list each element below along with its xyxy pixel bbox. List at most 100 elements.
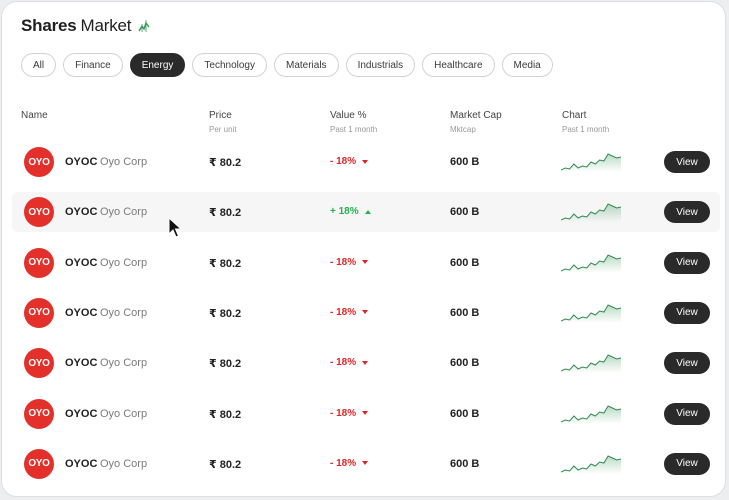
filter-chip-media[interactable]: Media <box>501 53 553 77</box>
column-mcap-sub: Mktcap <box>450 125 476 134</box>
sparkline-chart <box>560 301 622 323</box>
market-cap: 600 B <box>450 256 480 269</box>
company-logo: OYO <box>24 147 54 177</box>
page-title: Shares Market <box>21 16 151 36</box>
title-rest: Market <box>80 16 132 35</box>
title-bold: Shares <box>21 16 77 35</box>
value-change: - 18% <box>330 306 369 318</box>
value-change: - 18% <box>330 457 369 469</box>
table-row[interactable]: OYO OYOC Oyo Corp ₹ 80.2 + 18% 600 B View <box>12 192 720 233</box>
ticker-symbol: OYOC <box>65 306 98 319</box>
view-button[interactable]: View <box>664 352 710 375</box>
value-change-text: - 18% <box>330 256 357 268</box>
ticker-symbol: OYOC <box>65 407 98 420</box>
column-price-label: Price <box>209 110 232 121</box>
stock-spark-icon <box>138 20 150 32</box>
column-mcap: Market Cap Mktcap <box>450 110 502 134</box>
share-price: ₹ 80.2 <box>209 307 242 320</box>
filter-chip-industrials[interactable]: Industrials <box>345 53 416 77</box>
share-price: ₹ 80.2 <box>209 408 242 421</box>
column-chart-sub: Past 1 month <box>562 125 610 134</box>
company-name: Oyo Corp <box>100 357 148 370</box>
company-logo: OYO <box>24 247 54 278</box>
market-cap: 600 B <box>450 357 480 370</box>
value-change-text: - 18% <box>330 407 357 419</box>
value-change-text: - 18% <box>330 357 357 369</box>
sparkline-chart <box>560 150 622 172</box>
ticker-symbol: OYOC <box>65 156 98 168</box>
value-change-text: + 18% <box>330 206 359 218</box>
column-price-sub: Per unit <box>209 125 237 134</box>
table-row[interactable]: OYO OYOC Oyo Corp ₹ 80.2 - 18% 600 B View <box>12 142 720 182</box>
table-header: Name Price Per unit Value % Past 1 month… <box>2 110 725 140</box>
value-change: - 18% <box>330 256 369 268</box>
triangle-down-icon <box>362 260 369 265</box>
market-cap: 600 B <box>450 156 480 168</box>
company-logo: OYO <box>24 398 54 429</box>
company-name: Oyo Corp <box>100 156 148 168</box>
triangle-down-icon <box>362 411 369 415</box>
value-change: - 18% <box>330 156 369 167</box>
value-change: + 18% <box>330 206 371 217</box>
view-button[interactable]: View <box>664 301 710 324</box>
filter-chip-finance[interactable]: Finance <box>63 53 123 77</box>
view-button[interactable]: View <box>664 402 710 425</box>
view-button[interactable]: View <box>664 452 710 475</box>
company-name: Oyo Corp <box>100 306 148 319</box>
company-logo: OYO <box>24 448 54 479</box>
view-button[interactable]: View <box>664 201 710 224</box>
company-name: Oyo Corp <box>100 457 148 470</box>
filter-chip-materials[interactable]: Materials <box>273 53 339 77</box>
column-mcap-label: Market Cap <box>450 110 502 121</box>
company-logo: OYO <box>24 348 54 379</box>
company-logo: OYO <box>24 197 54 228</box>
company-name: Oyo Corp <box>100 206 148 219</box>
filter-chip-all[interactable]: All <box>21 53 57 77</box>
triangle-up-icon <box>364 209 371 214</box>
table-row[interactable]: OYO OYOC Oyo Corp ₹ 80.2 - 18% 600 B View <box>12 343 720 383</box>
view-button[interactable]: View <box>664 151 710 173</box>
triangle-down-icon <box>362 461 369 466</box>
market-cap: 600 B <box>450 306 480 319</box>
triangle-down-icon <box>362 310 369 315</box>
value-change-text: - 18% <box>330 457 357 469</box>
mouse-cursor-icon <box>168 217 183 238</box>
company-logo: OYO <box>24 297 54 328</box>
share-price: ₹ 80.2 <box>209 157 242 169</box>
sparkline-chart <box>560 452 622 474</box>
table-row[interactable]: OYO OYOC Oyo Corp ₹ 80.2 - 18% 600 B View <box>12 394 720 434</box>
value-change-text: - 18% <box>330 156 357 167</box>
table-row[interactable]: OYO OYOC Oyo Corp ₹ 80.2 - 18% 600 B View <box>12 444 720 484</box>
column-value: Value % Past 1 month <box>330 110 377 134</box>
column-value-label: Value % <box>330 110 367 121</box>
market-cap: 600 B <box>450 206 480 219</box>
table-row[interactable]: OYO OYOC Oyo Corp ₹ 80.2 - 18% 600 B View <box>12 243 720 283</box>
sparkline-chart <box>560 351 622 374</box>
category-filters: All Finance Energy Technology Materials Indus… <box>21 53 553 77</box>
column-chart-label: Chart <box>562 110 587 121</box>
sparkline-chart <box>560 251 622 273</box>
column-chart: Chart Past 1 month <box>562 110 609 134</box>
triangle-down-icon <box>362 360 369 365</box>
column-price: Price Per unit <box>209 110 237 134</box>
market-cap: 600 B <box>450 407 480 420</box>
value-change: - 18% <box>330 407 369 419</box>
table-row[interactable]: OYO OYOC Oyo Corp ₹ 80.2 - 18% 600 B View <box>12 293 720 333</box>
filter-chip-energy[interactable]: Energy <box>129 53 186 77</box>
value-change-text: - 18% <box>330 306 357 318</box>
share-price: ₹ 80.2 <box>209 257 242 270</box>
column-name-label: Name <box>21 110 48 121</box>
market-cap: 600 B <box>450 457 480 470</box>
view-button[interactable]: View <box>664 251 710 274</box>
column-name: Name <box>21 110 48 121</box>
filter-chip-technology[interactable]: Technology <box>192 53 267 77</box>
ticker-symbol: OYOC <box>65 206 98 219</box>
company-name: Oyo Corp <box>100 256 148 269</box>
triangle-down-icon <box>362 159 369 164</box>
ticker-symbol: OYOC <box>65 256 98 269</box>
ticker-symbol: OYOC <box>65 457 98 470</box>
filter-chip-healthcare[interactable]: Healthcare <box>422 53 495 77</box>
sparkline-chart <box>560 200 622 223</box>
share-price: ₹ 80.2 <box>209 458 242 471</box>
